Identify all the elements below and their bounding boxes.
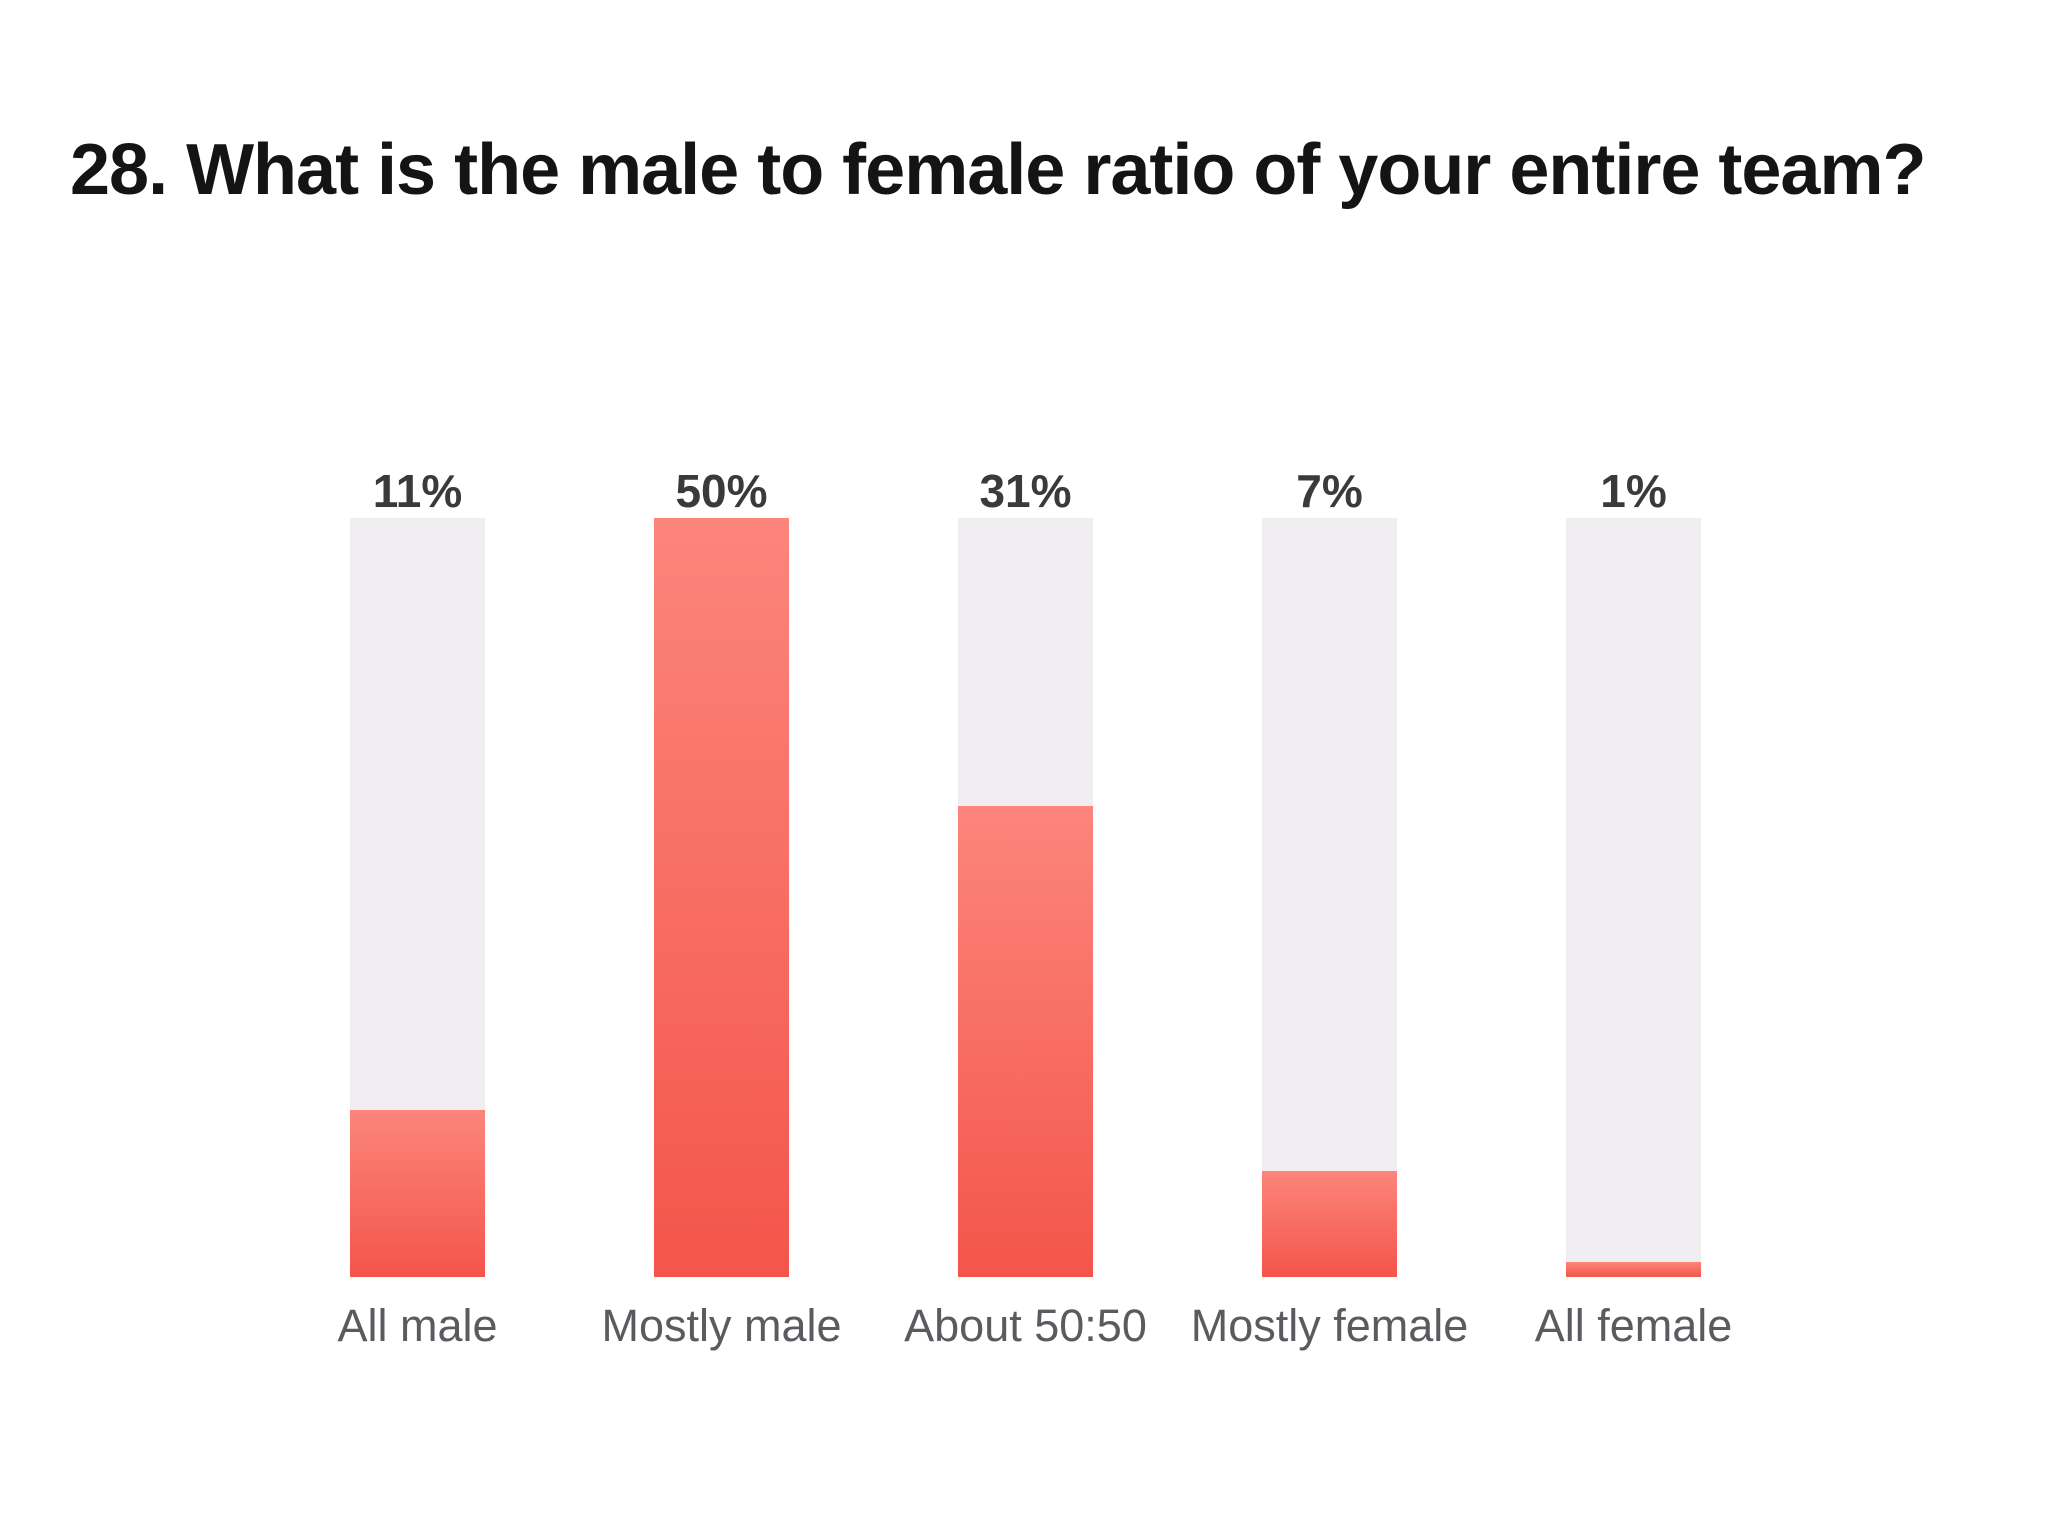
bar-value-label: 7% <box>1296 465 1363 517</box>
bar-fill <box>654 518 789 1277</box>
bar-track <box>1262 518 1397 1277</box>
bar-category-label: Mostly female <box>1190 1300 1469 1351</box>
bar-category-label: All male <box>337 1300 498 1351</box>
question-title: 28. What is the male to female ratio of … <box>70 130 1926 211</box>
bar-fill <box>1566 1262 1701 1277</box>
bar-track <box>1566 518 1701 1277</box>
bar-category-label: Mostly male <box>601 1300 842 1351</box>
bar-value-label: 50% <box>675 465 768 517</box>
bar-fill <box>1262 1171 1397 1277</box>
bar-fill <box>958 806 1093 1277</box>
bar-value-label: 1% <box>1600 465 1667 517</box>
bar-value-label: 31% <box>979 465 1072 517</box>
bar-fill <box>350 1110 485 1277</box>
bar-value-label: 11% <box>372 465 463 517</box>
bar-category-label: All female <box>1534 1300 1733 1351</box>
bar-category-label: About 50:50 <box>904 1300 1147 1351</box>
